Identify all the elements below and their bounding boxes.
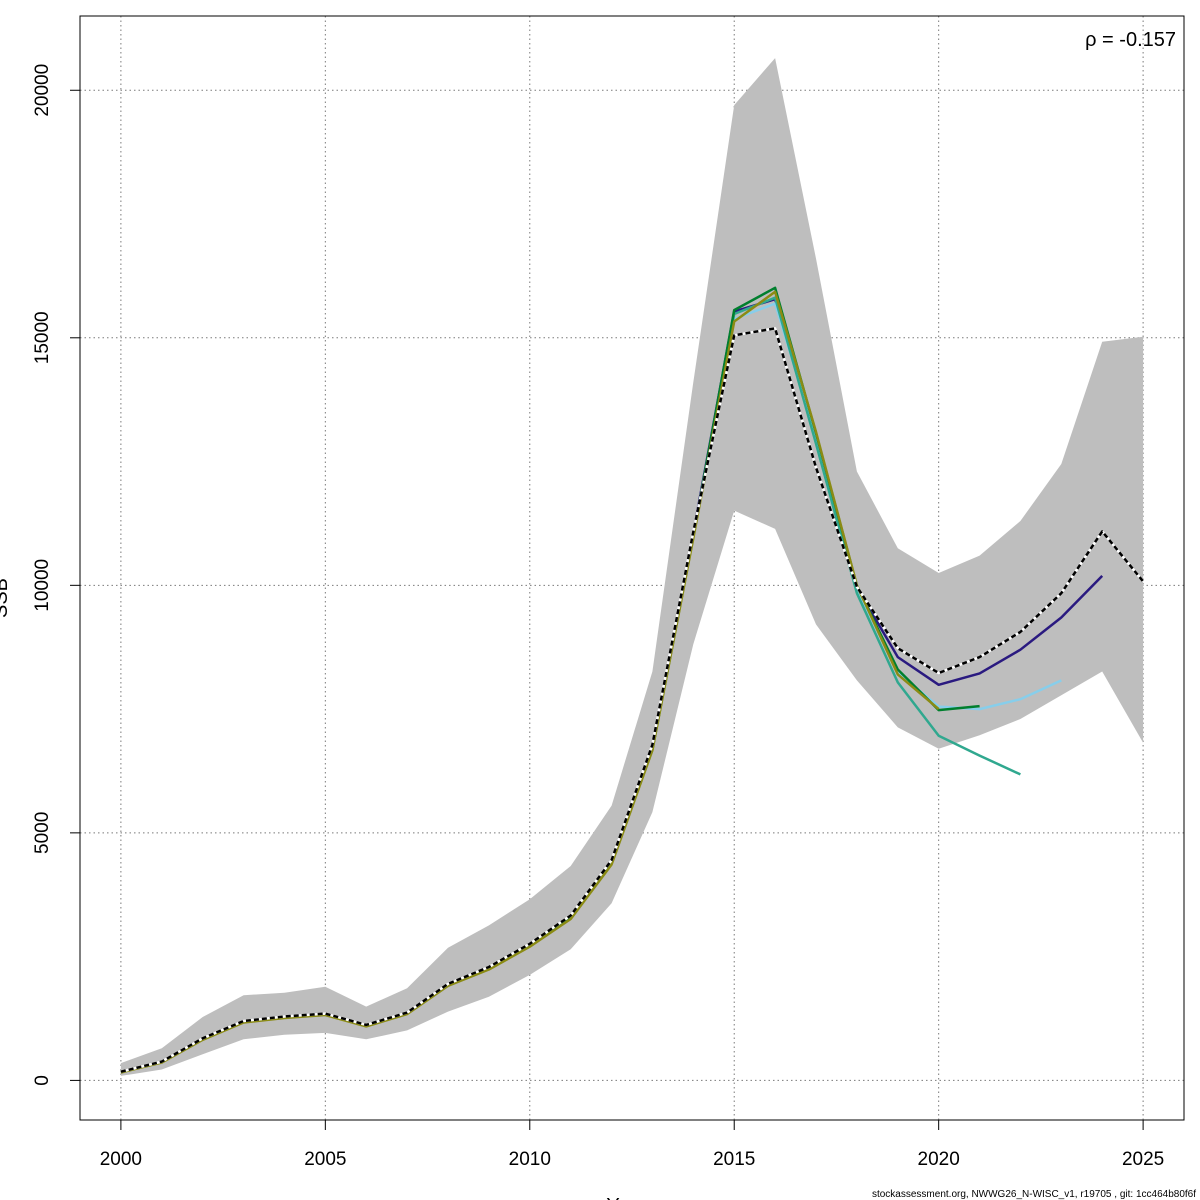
- series-line-0: [120, 327, 1145, 1073]
- rho-annotation: ρ = -0.157: [1085, 29, 1176, 51]
- x-tick-label-5: 2025: [1122, 1149, 1164, 1170]
- x-axis-label: Y: [606, 1195, 619, 1200]
- series-line-5: [120, 290, 940, 1074]
- x-axis: 2000 2005 2010 2015 2020 2025: [100, 1119, 1164, 1170]
- x-tick-label-2: 2010: [509, 1149, 551, 1170]
- y-tick-label-0: 0: [32, 1075, 53, 1086]
- footer-credit: stockassessment.org, NWWG26_N-WISC_v1, r…: [872, 1189, 1196, 1200]
- y-tick-label-2: 10000: [32, 559, 53, 612]
- y-tick-label-4: 20000: [32, 64, 53, 117]
- y-tick-label-3: 15000: [32, 311, 53, 364]
- series-group: [120, 286, 1145, 1074]
- x-tick-label-4: 2020: [918, 1149, 960, 1170]
- x-tick-label-3: 2015: [713, 1149, 755, 1170]
- x-tick-label-0: 2000: [100, 1149, 142, 1170]
- y-axis-label: SSB: [0, 578, 12, 618]
- x-tick-label-1: 2005: [304, 1149, 346, 1170]
- y-tick-label-1: 5000: [32, 812, 53, 854]
- y-axis: 0 5000 10000 15000 20000: [32, 64, 81, 1086]
